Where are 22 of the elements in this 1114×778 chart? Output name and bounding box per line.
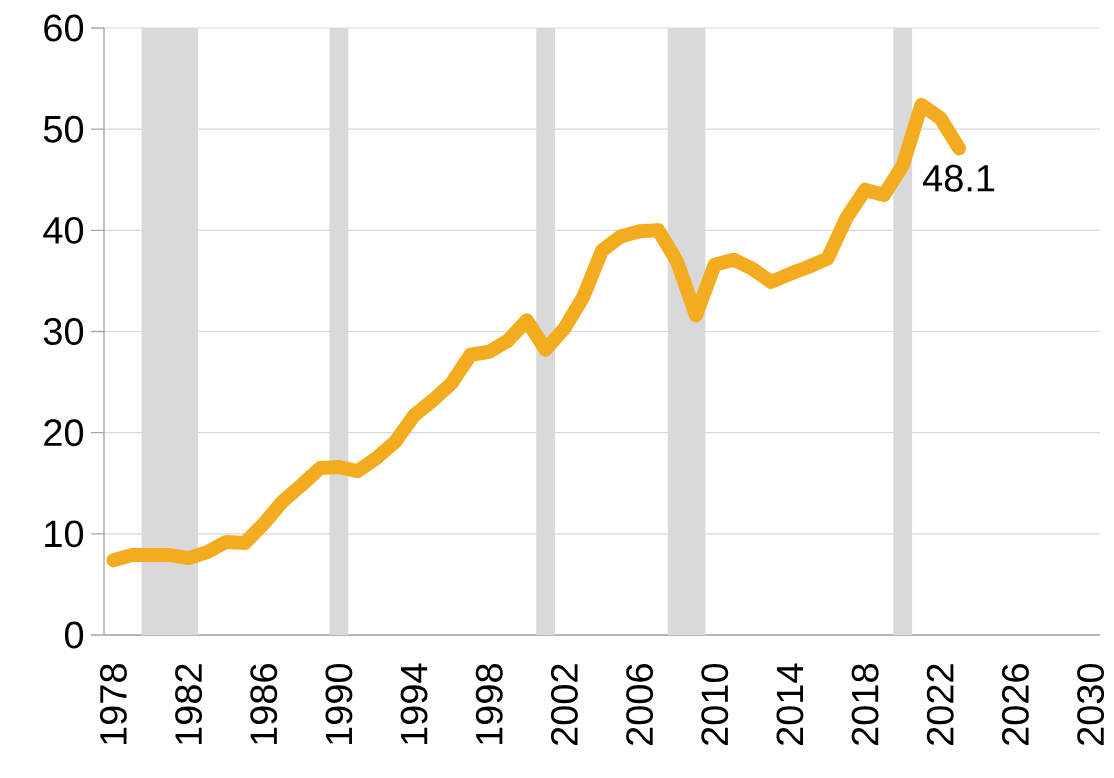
annotation: 48.1 xyxy=(922,164,995,192)
x-tick-label: 2006 xyxy=(626,664,654,746)
x-tick-label: 1994 xyxy=(400,663,428,745)
x-tick-label: 1982 xyxy=(175,664,203,745)
x-tick-label: 1978 xyxy=(99,664,127,745)
x-tick-label: 2026 xyxy=(1001,664,1029,746)
y-tick-label: 20 xyxy=(44,419,84,447)
x-tick-label: 1986 xyxy=(250,664,278,745)
x-tick-label: 2030 xyxy=(1077,663,1105,746)
x-tick-label: 2022 xyxy=(926,664,954,746)
x-tick-label: 1998 xyxy=(475,664,503,745)
y-tick-label: 50 xyxy=(43,115,84,143)
x-tick-label: 2010 xyxy=(701,663,729,746)
x-tick-label: 2002 xyxy=(550,664,578,746)
y-tick-label: 30 xyxy=(43,318,84,345)
y-tick-label: 60 xyxy=(44,14,84,42)
x-tick-label: 1990 xyxy=(325,663,353,745)
y-tick-label: 10 xyxy=(45,520,84,548)
y-tick-label: 0 xyxy=(64,621,84,649)
x-tick-label: 2014 xyxy=(776,663,804,746)
y-tick-label: 40 xyxy=(43,216,84,244)
x-tick-label: 2018 xyxy=(851,664,879,746)
